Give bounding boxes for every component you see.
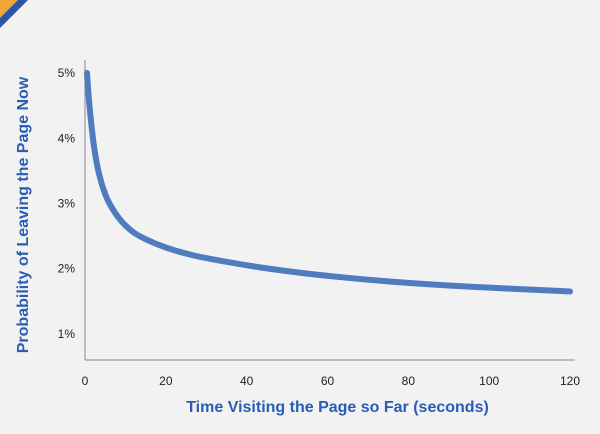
y-tick-label: 2% [58,262,76,276]
corner-ribbon-icon [0,0,28,28]
y-tick-label: 1% [58,327,76,341]
x-tick-label: 0 [82,374,89,388]
y-axis-title: Probability of Leaving the Page Now [15,76,32,353]
series-layer [84,70,573,295]
x-tick-label: 80 [402,374,416,388]
x-tick-label: 120 [560,374,580,388]
x-tick-label: 60 [321,374,335,388]
y-tick-label: 4% [58,131,76,145]
x-axis-ticks: 0 20 40 60 80 100 120 [82,374,581,388]
y-axis-ticks: 1% 2% 3% 4% 5% [58,66,76,341]
x-tick-label: 40 [240,374,254,388]
x-tick-label: 100 [479,374,499,388]
x-tick-label: 20 [159,374,173,388]
x-axis-title: Time Visiting the Page so Far (seconds) [186,399,489,416]
y-tick-label: 3% [58,196,76,210]
series-line [84,70,573,295]
corner-decoration [0,0,40,40]
y-tick-label: 5% [58,66,76,80]
